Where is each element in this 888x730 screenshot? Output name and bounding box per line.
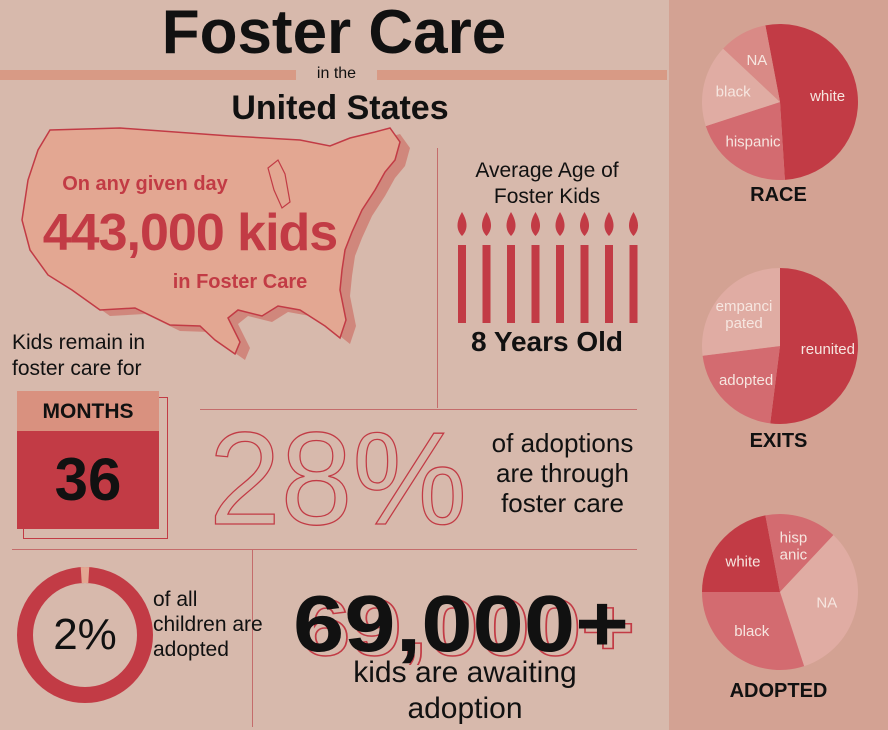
- adopted-text: of all children are adopted: [153, 588, 263, 661]
- title-bar-right: [377, 70, 667, 80]
- pie-slice: [770, 268, 858, 424]
- map-line-2: in Foster Care: [172, 271, 308, 293]
- pie-slice: [723, 25, 780, 102]
- pie-label: black: [734, 623, 770, 640]
- pie-slice: [702, 346, 780, 424]
- candle-body: [531, 245, 540, 323]
- adoptions-text: of adoptions are through foster care: [491, 428, 634, 518]
- map-line-1: On any given day: [62, 173, 228, 195]
- title-bar-left: [0, 70, 296, 80]
- race-pie: white hispanic black NA: [702, 24, 858, 180]
- pie-slice: [702, 515, 780, 592]
- svg-text:69,000+: 69,000+: [293, 585, 629, 665]
- divider-h1: [200, 409, 637, 410]
- months-value: 36: [17, 431, 159, 529]
- title-connector: in the: [316, 65, 357, 82]
- months-unit: MONTHS: [17, 391, 159, 431]
- pie-label: reunited: [801, 341, 855, 358]
- divider-h2: [12, 549, 637, 550]
- adoptions-percent: 28%: [208, 416, 467, 536]
- map-big-number: 443,000 kids: [42, 204, 338, 262]
- months-intro: Kids remain in foster care for: [12, 331, 146, 380]
- candle-flame: [604, 212, 614, 236]
- pie-slice: [702, 592, 805, 670]
- candle-flame: [580, 212, 589, 236]
- pie-label: NA: [816, 594, 837, 611]
- pie-label: white: [809, 88, 845, 105]
- pie-label: hispanic: [725, 134, 781, 151]
- us-map-icon: [21, 127, 410, 360]
- age-result: 8 Years Old: [470, 326, 624, 357]
- adopted-pie: white hisp anic NA black: [702, 514, 858, 670]
- pie-label: adopted: [719, 372, 773, 389]
- pie-label: empanci pated: [716, 298, 773, 332]
- candle-body: [482, 245, 491, 323]
- candle-flame: [506, 212, 516, 236]
- candle-body: [605, 245, 613, 323]
- pie-slice: [705, 102, 785, 180]
- candles-icon: [457, 212, 638, 323]
- candle-body: [629, 245, 638, 323]
- svg-text:28%: 28%: [209, 416, 467, 536]
- candle-body: [580, 245, 589, 323]
- divider-v2: [252, 549, 253, 727]
- candle-flame: [457, 212, 467, 236]
- adopted-percent: 2%: [53, 610, 117, 659]
- candle-body: [458, 245, 466, 323]
- adopted-ring-icon: [17, 567, 153, 703]
- candle-flame: [629, 212, 638, 236]
- pie-slice: [765, 24, 858, 180]
- pie-label: NA: [746, 52, 767, 69]
- awaiting-number: 69,000+ 69,000+: [293, 585, 636, 665]
- svg-text:69,000+: 69,000+: [299, 585, 635, 665]
- pie-slice: [765, 514, 834, 592]
- candle-body: [556, 245, 564, 323]
- page-subtitle: United States: [231, 89, 449, 127]
- race-pie-title: RACE: [750, 184, 807, 206]
- pie-label: black: [716, 84, 752, 101]
- page-title: Foster Care: [161, 0, 507, 67]
- divider-v1: [437, 148, 438, 408]
- candle-flame: [482, 212, 491, 236]
- awaiting-text: kids are awaiting adoption: [353, 656, 577, 725]
- exits-pie-title: EXITS: [749, 430, 808, 452]
- candle-flame: [555, 212, 565, 236]
- pie-slice: [702, 48, 780, 127]
- pie-slice: [780, 535, 858, 667]
- candle-flame: [531, 212, 540, 236]
- adopted-pie-title: ADOPTED: [729, 680, 828, 702]
- pie-slice: [702, 268, 780, 356]
- candle-body: [507, 245, 515, 323]
- pie-label: white: [724, 553, 760, 570]
- age-title: Average Age of Foster Kids: [475, 159, 619, 208]
- exits-pie: reunited adopted empanci pated: [702, 268, 858, 424]
